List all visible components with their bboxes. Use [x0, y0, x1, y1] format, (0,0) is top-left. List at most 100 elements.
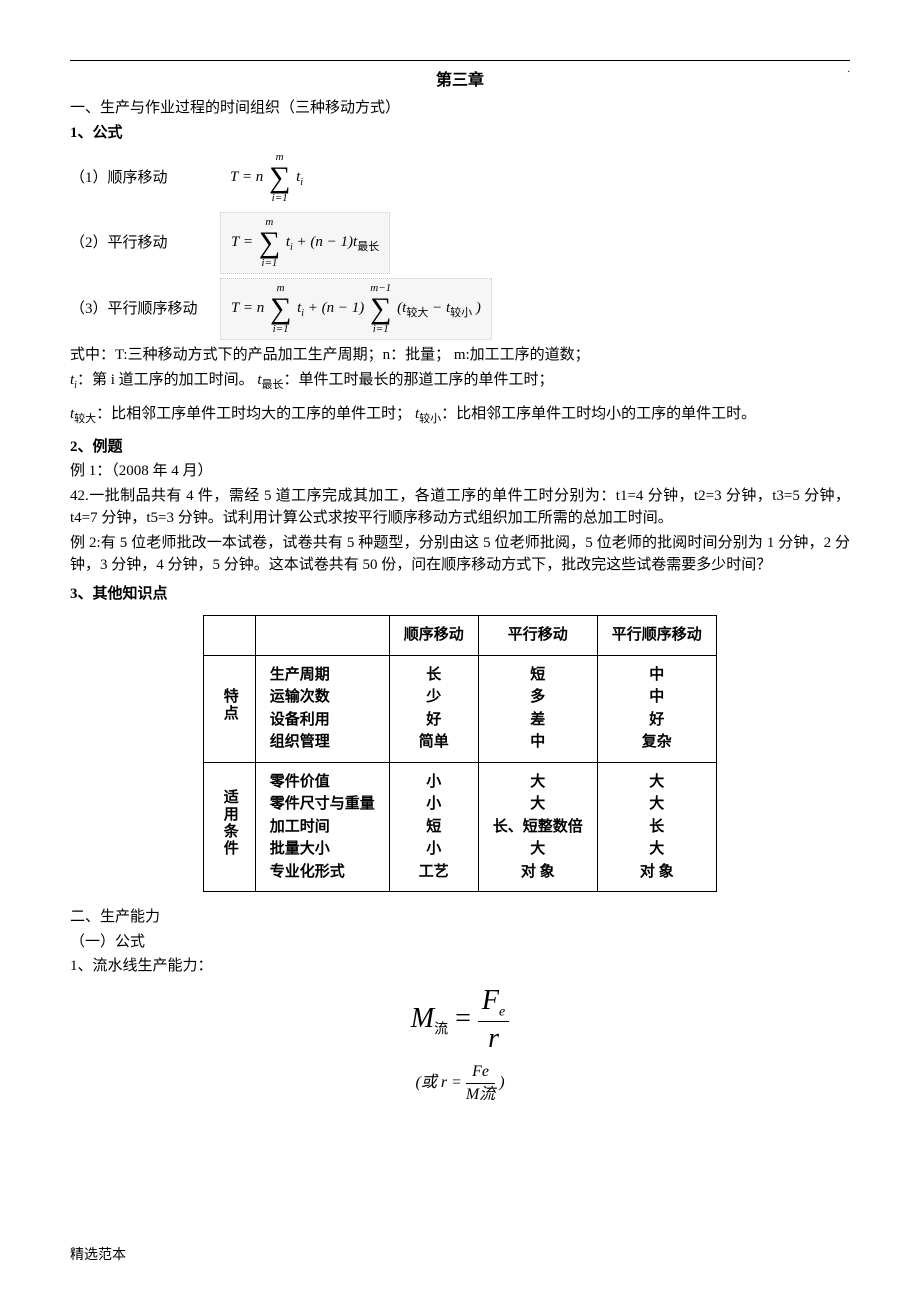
table-row-1: 特点 生产周期 运输次数 设备利用 组织管理 长 少 好 简单 短 多 差 中 …: [204, 655, 717, 762]
f1-sum: m ∑ i=1: [269, 152, 290, 204]
row2-label: 适用条件: [204, 762, 256, 892]
formula-1: T = n m ∑ i=1 ti: [220, 148, 313, 208]
legend2b-sub: 最长: [262, 379, 284, 391]
row2-c1: 小 小 短 小 工艺: [389, 762, 478, 892]
legend-2: ti：第 i 道工序的加工时间。 t最长：单件工时最长的那道工序的单件工时；: [70, 369, 850, 394]
section-2-sub2: 1、流水线生产能力：: [70, 955, 850, 978]
row1-c2-3: 中: [493, 731, 583, 754]
section-1-sub3: 3、其他知识点: [70, 583, 850, 606]
cap-r: r: [478, 1022, 509, 1055]
legend3a-tail: ：比相邻工序单件工时均大的工序的单件工时；: [96, 406, 411, 422]
row1-label: 特点: [204, 655, 256, 762]
alt-open: (或 r =: [415, 1074, 465, 1091]
row1-c3-3: 复杂: [612, 731, 702, 754]
alt-M: M流: [466, 1084, 495, 1104]
row1-c1: 长 少 好 简单: [389, 655, 478, 762]
row1-c3: 中 中 好 复杂: [597, 655, 716, 762]
f3-big-sub: 较大: [406, 307, 428, 319]
f2-sum: m ∑ i=1: [259, 217, 280, 269]
f3-close: ): [476, 300, 481, 316]
row2-c1-4: 工艺: [404, 861, 464, 884]
f3-sum1: m ∑ i=1: [270, 283, 291, 335]
row2-c3-1: 大: [612, 793, 702, 816]
legend3b-sub: 较小: [419, 413, 441, 425]
row2-c2-0: 大: [493, 771, 583, 794]
formula-3-label: （3）平行顺序移动: [70, 298, 220, 321]
formula-2: T = m ∑ i=1 ti + (n − 1)t最长: [220, 212, 390, 274]
example-2-body: 例 2:有 5 位老师批改一本试卷，试卷共有 5 种题型，分别由这 5 位老师批…: [70, 532, 850, 577]
row2-key-3: 批量大小: [270, 838, 375, 861]
formula-2-row: （2）平行移动 T = m ∑ i=1 ti + (n − 1)t最长: [70, 212, 850, 274]
legend-3: t较大：比相邻工序单件工时均大的工序的单件工时； t较小：比相邻工序单件工时均小…: [70, 403, 850, 428]
row1-c2-0: 短: [493, 664, 583, 687]
legend3b-tail: ：比相邻工序单件工时均小的工序的单件工时。: [441, 406, 756, 422]
legend2a-tail: ：第 i 道工序的加工时间。: [77, 372, 254, 388]
row2-c2-2: 长、短整数倍: [493, 816, 583, 839]
legend-1: 式中：T:三种移动方式下的产品加工生产周期；n：批量； m:加工工序的道数；: [70, 344, 850, 367]
formula-3-row: （3）平行顺序移动 T = n m ∑ i=1 ti + (n − 1) m−1…: [70, 278, 850, 340]
f3-sum2: m−1 ∑ i=1: [370, 283, 391, 335]
row1-c1-0: 长: [404, 664, 464, 687]
f3-lhs: T = n: [231, 300, 264, 316]
cap-Fe-sub: e: [499, 1004, 505, 1019]
row2-c1-1: 小: [404, 793, 464, 816]
row2-c1-0: 小: [404, 771, 464, 794]
formula-1-row: （1）顺序移动 T = n m ∑ i=1 ti: [70, 148, 850, 208]
row2-label-text: 适用条件: [218, 789, 241, 857]
row2-keys: 零件价值 零件尺寸与重量 加工时间 批量大小 专业化形式: [255, 762, 389, 892]
row2-c2-4: 对 象: [493, 861, 583, 884]
row2-key-2: 加工时间: [270, 816, 375, 839]
row2-c3-0: 大: [612, 771, 702, 794]
legend2b-tail: ：单件工时最长的那道工序的单件工时；: [284, 372, 554, 388]
row1-key-1: 运输次数: [270, 686, 375, 709]
row2-c2-1: 大: [493, 793, 583, 816]
f3-term1-sub: i: [301, 308, 304, 319]
row2-c2-3: 大: [493, 838, 583, 861]
f3-plus: + (n − 1): [308, 300, 364, 316]
cap-eq: =: [455, 1003, 478, 1034]
row1-c3-0: 中: [612, 664, 702, 687]
th-blank2: [255, 616, 389, 656]
section-2-title: 二、生产能力: [70, 906, 850, 929]
row1-c2-2: 差: [493, 709, 583, 732]
row1-c2-1: 多: [493, 686, 583, 709]
section-2-sub1: （一）公式: [70, 931, 850, 954]
row1-c3-1: 中: [612, 686, 702, 709]
formula-capacity-alt: (或 r = Fe M流 ): [70, 1063, 850, 1103]
page: . 第三章 一、生产与作业过程的时间组织（三种移动方式） 1、公式 （1）顺序移…: [0, 0, 920, 1302]
row1-label-text: 特点: [218, 688, 241, 722]
row1-c1-3: 简单: [404, 731, 464, 754]
th-col3: 平行顺序移动: [597, 616, 716, 656]
section-1-sub1: 1、公式: [70, 122, 850, 145]
f2-tail-sub: 最长: [357, 241, 379, 253]
row1-key-2: 设备利用: [270, 709, 375, 732]
f3-sum1-bot: i=1: [270, 324, 291, 335]
cap-Fe: F: [482, 985, 499, 1016]
table-head-row: 顺序移动 平行移动 平行顺序移动: [204, 616, 717, 656]
row2-c1-3: 小: [404, 838, 464, 861]
alt-close: ): [499, 1074, 504, 1091]
example-1-body: 42.一批制品共有 4 件，需经 5 道工序完成其加工，各道工序的单件工时分别为…: [70, 485, 850, 530]
row2-c3: 大 大 长 大 对 象: [597, 762, 716, 892]
row2-c1-2: 短: [404, 816, 464, 839]
footer-text: 精选范本: [70, 1245, 126, 1266]
formula-capacity-main: M流 = Fe r: [70, 986, 850, 1056]
row1-keys: 生产周期 运输次数 设备利用 组织管理: [255, 655, 389, 762]
row2-key-4: 专业化形式: [270, 861, 375, 884]
f1-term-sub: i: [300, 177, 303, 188]
row1-c3-2: 好: [612, 709, 702, 732]
f1-lhs: T = n: [230, 169, 263, 185]
f3-open: (t: [397, 300, 406, 316]
row2-c2: 大 大 长、短整数倍 大 对 象: [478, 762, 597, 892]
cap-M: M: [411, 1003, 434, 1034]
f3-minus: − t: [432, 300, 450, 316]
row1-c1-2: 好: [404, 709, 464, 732]
f3-small-sub: 较小: [450, 307, 472, 319]
section-1-sub2: 2、例题: [70, 436, 850, 459]
f2-plus: + (n − 1)t: [297, 234, 358, 250]
row1-key-0: 生产周期: [270, 664, 375, 687]
comparison-table: 顺序移动 平行移动 平行顺序移动 特点 生产周期 运输次数 设备利用 组织管理 …: [203, 615, 717, 892]
formula-1-label: （1）顺序移动: [70, 167, 220, 190]
f2-lhs: T =: [231, 234, 253, 250]
legend3a-sub: 较大: [74, 413, 96, 425]
